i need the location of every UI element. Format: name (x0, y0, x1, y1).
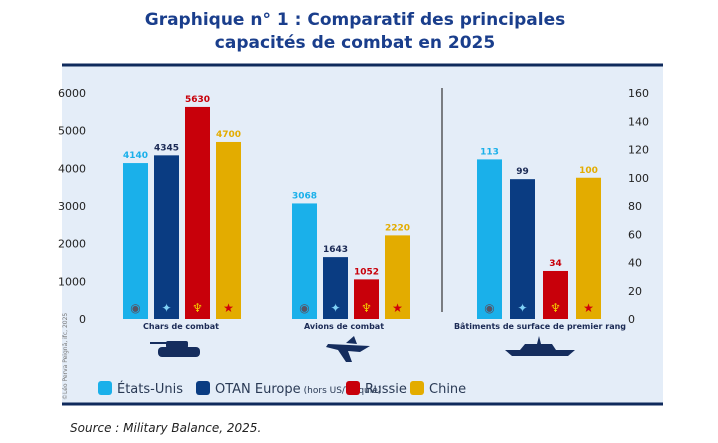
copyright-text: ©Léo Perva Peignă, ifc, 2025 (62, 313, 69, 400)
bar-value-label: 5630 (185, 95, 210, 105)
china-star-icon: ★ (583, 301, 594, 315)
nato-compass-icon: ✦ (330, 301, 340, 315)
bar (510, 179, 535, 319)
nato-compass-icon: ✦ (161, 301, 171, 315)
left-axis-tick-label: 0 (79, 313, 86, 326)
us-dod-seal-icon: ◉ (484, 301, 494, 315)
bar-value-label: 113 (480, 147, 499, 157)
bar (154, 155, 179, 319)
bar (123, 163, 148, 319)
legend-label-note: (hors US/Turquie) (304, 386, 382, 396)
china-star-icon: ★ (392, 301, 403, 315)
russian-eagle-icon: ♆ (361, 301, 372, 315)
russian-eagle-icon: ♆ (550, 301, 561, 315)
left-axis-tick-label: 3000 (58, 200, 86, 213)
legend-label: OTAN Europe (hors US/Turquie) (215, 382, 381, 397)
left-axis-tick-label: 1000 (58, 275, 86, 288)
source-note: Source : Military Balance, 2025. (70, 421, 261, 435)
category-label: Avions de combat (304, 322, 384, 331)
legend-swatch (98, 381, 112, 395)
chart-title-line1: Graphique n° 1 : Comparatif des principa… (145, 10, 565, 30)
right-axis-tick-label: 160 (628, 87, 649, 100)
bar-value-label: 4700 (216, 130, 241, 140)
right-axis-tick-label: 40 (628, 257, 642, 270)
bar (292, 203, 317, 319)
bar (385, 235, 410, 319)
right-axis-tick-label: 140 (628, 115, 649, 128)
category-label: Bâtiments de surface de premier rang (454, 322, 626, 331)
legend-label: États-Unis (117, 381, 183, 397)
bar-value-label: 4140 (123, 151, 148, 161)
bar-value-label: 1052 (354, 267, 379, 277)
us-dod-seal-icon: ◉ (299, 301, 309, 315)
right-axis-tick-label: 60 (628, 228, 642, 241)
chart-title-line2: capacités de combat en 2025 (215, 33, 495, 53)
category-label: Chars de combat (143, 322, 219, 331)
right-axis-tick-label: 100 (628, 172, 649, 185)
bar (216, 141, 241, 319)
bar-value-label: 34 (549, 259, 562, 269)
left-axis-tick-label: 4000 (58, 162, 86, 175)
bar-value-label: 3068 (292, 191, 317, 201)
bar-value-label: 100 (579, 166, 598, 176)
left-axis-tick-label: 2000 (58, 238, 86, 251)
right-axis-tick-label: 120 (628, 144, 649, 157)
legend-swatch (196, 381, 210, 395)
legend-label: Russie (365, 382, 407, 397)
russian-eagle-icon: ♆ (192, 301, 203, 315)
china-star-icon: ★ (223, 301, 234, 315)
bar-value-label: 2220 (385, 223, 410, 233)
warship-icon (505, 336, 575, 356)
right-axis-tick-label: 80 (628, 200, 642, 213)
fighter-jet-icon (326, 336, 370, 362)
tank-icon (150, 341, 200, 357)
nato-compass-icon: ✦ (517, 301, 527, 315)
legend-item: OTAN Europe (hors US/Turquie) (196, 381, 381, 397)
bar (477, 159, 502, 319)
bar (543, 270, 568, 319)
legend-item: Chine (410, 381, 466, 397)
bar (576, 177, 601, 319)
chart-panel (62, 64, 663, 405)
left-axis-tick-label: 6000 (58, 87, 86, 100)
left-axis-tick-label: 5000 (58, 125, 86, 138)
bar (323, 257, 348, 319)
right-axis-tick-label: 20 (628, 285, 642, 298)
bar (354, 279, 379, 319)
bar (185, 106, 210, 319)
legend-item: Russie (346, 381, 407, 397)
legend-swatch (346, 381, 360, 395)
bar-value-label: 99 (516, 167, 529, 177)
bar-value-label: 4345 (154, 143, 179, 153)
legend-swatch (410, 381, 424, 395)
legend-label: Chine (429, 382, 466, 397)
us-dod-seal-icon: ◉ (130, 301, 140, 315)
legend-item: États-Unis (98, 381, 183, 397)
bar-value-label: 1643 (323, 245, 348, 255)
right-axis-tick-label: 0 (628, 313, 635, 326)
